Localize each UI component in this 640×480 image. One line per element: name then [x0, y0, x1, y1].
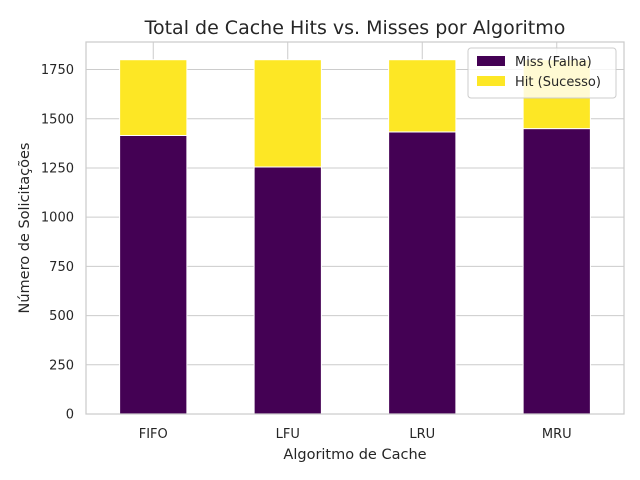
bars — [119, 59, 591, 415]
bar-fifo-hit — [119, 59, 188, 136]
bar-fifo-miss — [119, 134, 188, 415]
y-tick-label: 500 — [49, 309, 74, 324]
y-tick-label: 1750 — [41, 63, 74, 78]
y-tick-label: 750 — [49, 260, 74, 275]
y-tick-label: 1000 — [41, 211, 74, 226]
bar-mru-miss — [522, 128, 591, 415]
legend-entry: Miss (Falha) — [515, 55, 592, 70]
y-tick-labels: 0 250 500 750 1000 1250 1500 1750 — [41, 63, 74, 422]
y-tick-label: 250 — [49, 358, 74, 373]
bar-lru-miss — [388, 131, 457, 415]
x-axis-label: Algoritmo de Cache — [283, 447, 426, 463]
x-tick-label: FIFO — [139, 427, 168, 442]
bar-lru-hit — [388, 59, 457, 133]
legend: Miss (Falha) Hit (Sucesso) — [467, 47, 617, 99]
y-axis-label: Número de Solicitações — [17, 143, 33, 314]
x-tick-label: MRU — [542, 427, 572, 442]
bar-lfu-miss — [253, 166, 322, 415]
x-tick-label: LRU — [409, 427, 435, 442]
plot-frame — [85, 41, 625, 415]
legend-entry: Hit (Sucesso) — [515, 75, 601, 90]
legend-swatch — [477, 56, 505, 66]
bar-lfu-hit — [253, 59, 322, 168]
legend-swatch — [477, 76, 505, 86]
y-tick-label: 0 — [66, 408, 74, 423]
x-tick-label: LFU — [276, 427, 300, 442]
y-tick-label: 1500 — [41, 112, 74, 127]
chart-title: Total de Cache Hits vs. Misses por Algor… — [144, 17, 566, 39]
x-tick-labels: FIFO LFU LRU MRU — [139, 427, 572, 442]
y-tick-label: 1250 — [41, 161, 74, 176]
